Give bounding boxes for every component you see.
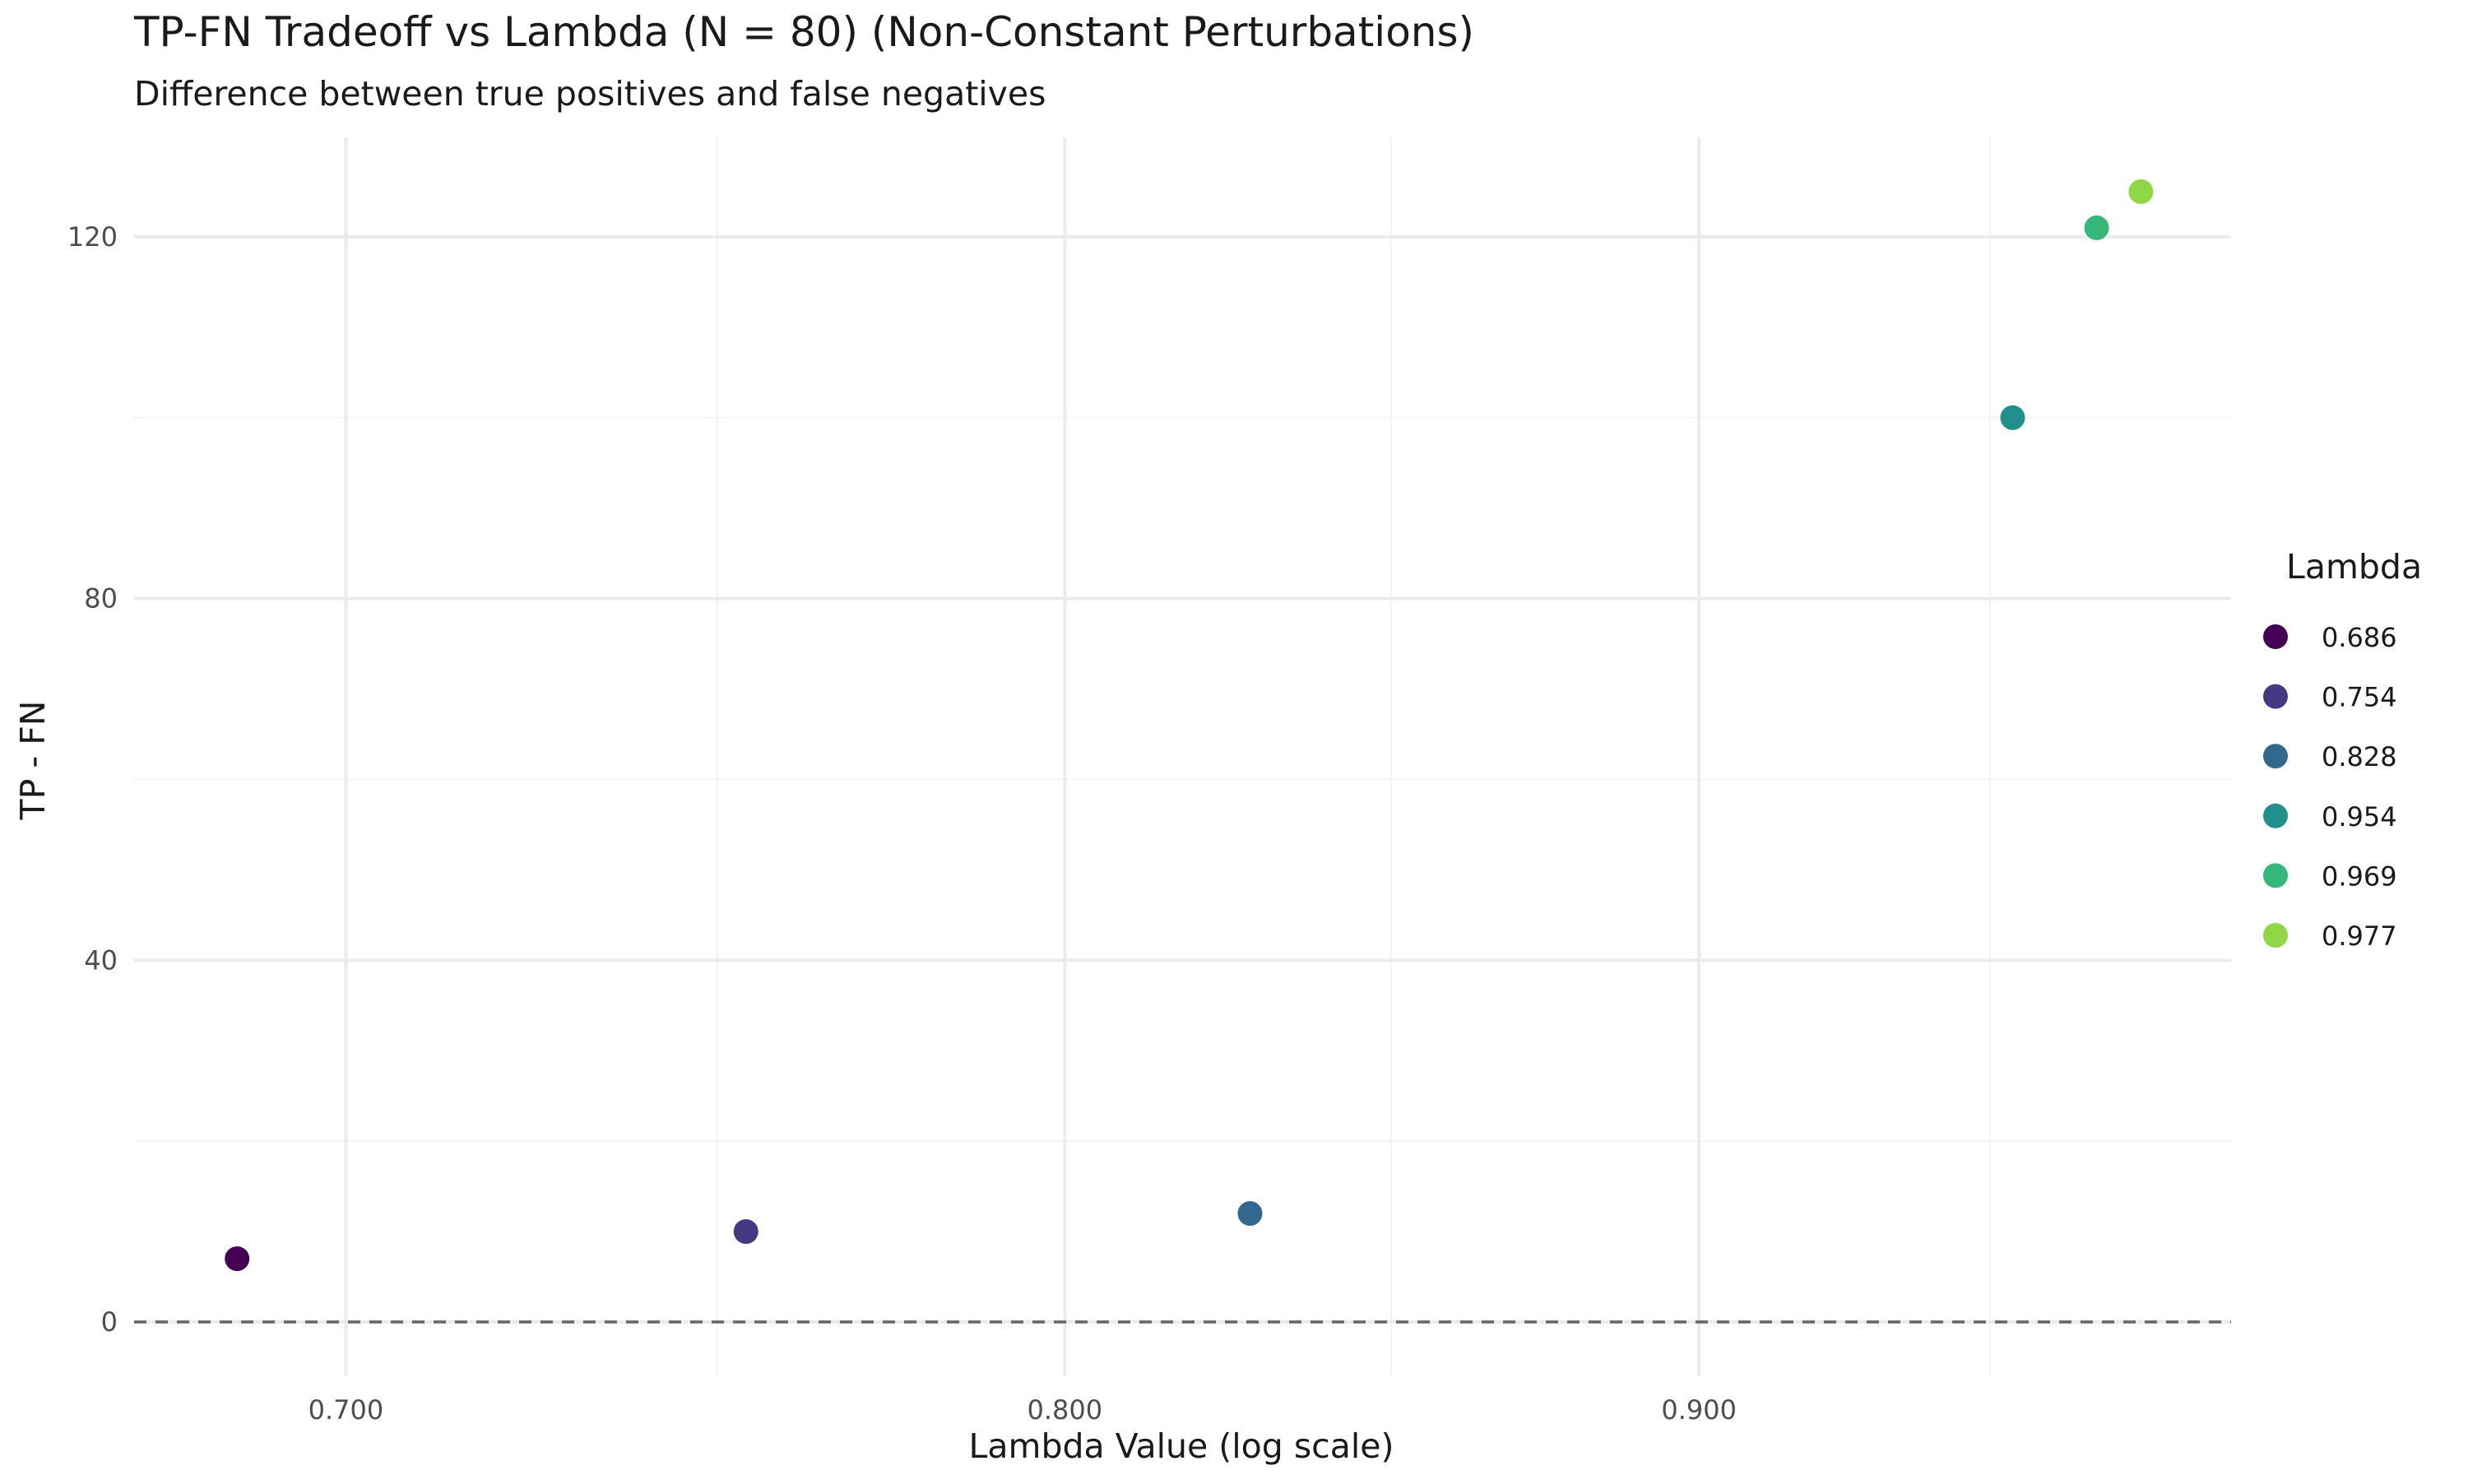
legend-key [2263,744,2288,769]
legend-items: 0.686 0.754 0.828 0.954 0.969 0.977 [2263,622,2397,952]
y-tick-label: 40 [84,944,118,976]
data-points [225,179,2154,1272]
data-point [2084,215,2109,240]
data-point [733,1219,758,1245]
y-axis-tick-labels: 0 40 80 120 [67,221,118,1338]
x-tick-label: 0.700 [308,1394,384,1426]
major-gridlines [134,137,2231,1376]
legend-key [2263,923,2288,948]
y-tick-label: 80 [84,583,118,614]
legend-label: 0.969 [2322,860,2397,892]
legend-label: 0.686 [2322,622,2397,653]
y-tick-label: 120 [67,221,118,253]
x-tick-label: 0.800 [1028,1394,1103,1426]
legend-key [2263,803,2288,828]
data-point [2000,405,2025,430]
legend-label: 0.954 [2322,801,2397,832]
legend-label: 0.754 [2322,682,2397,713]
legend-label: 0.977 [2322,921,2397,952]
chart-title: TP-FN Tradeoff vs Lambda (N = 80) (Non-C… [133,8,1474,56]
data-point [2128,179,2154,204]
data-point [225,1246,250,1272]
legend-key [2263,624,2288,649]
legend-title: Lambda [2286,547,2422,587]
legend-key [2263,684,2288,709]
x-axis-title: Lambda Value (log scale) [969,1426,1394,1466]
legend: Lambda 0.686 0.754 0.828 0.954 0.969 0.977 [2263,547,2422,952]
x-tick-label: 0.900 [1661,1394,1737,1426]
legend-label: 0.828 [2322,741,2397,772]
data-point [1237,1201,1263,1227]
x-axis-tick-labels: 0.700 0.800 0.900 [308,1394,1737,1426]
y-tick-label: 0 [101,1306,118,1338]
minor-gridlines [134,137,2231,1376]
y-axis-title: TP - FN [13,701,53,821]
chart-subtitle: Difference between true positives and fa… [134,74,1046,114]
legend-key [2263,863,2288,888]
